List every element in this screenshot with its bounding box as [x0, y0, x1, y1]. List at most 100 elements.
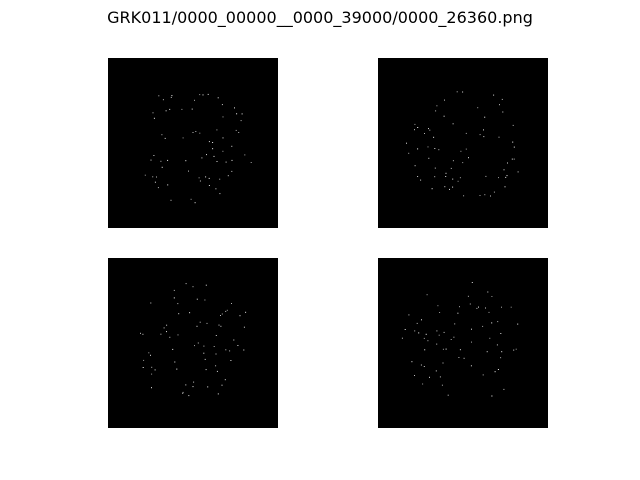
- speckle-dot: [501, 351, 503, 353]
- speckle-dot: [245, 311, 247, 313]
- speckle-dot: [199, 94, 201, 96]
- speckle-dot: [217, 97, 219, 99]
- speckle-dot: [216, 161, 218, 162]
- speckle-dot: [436, 330, 438, 332]
- speckle-dot: [449, 188, 450, 190]
- speckle-dot: [220, 315, 221, 316]
- speckle-dot: [438, 149, 440, 151]
- speckle-dot: [150, 302, 152, 304]
- speckle-dot: [194, 202, 196, 204]
- speckle-dot: [493, 94, 495, 96]
- speckle-dot: [450, 167, 452, 169]
- speckle-dot: [195, 131, 197, 132]
- speckle-dot: [434, 148, 436, 149]
- speckle-dot: [176, 368, 178, 370]
- speckle-dot: [414, 330, 416, 332]
- speckle-dot: [458, 357, 460, 358]
- speckle-dot: [199, 321, 201, 323]
- speckle-dot: [503, 169, 505, 171]
- speckle-dot: [243, 326, 245, 328]
- speckle-dot: [414, 123, 416, 125]
- speckle-dot: [418, 332, 420, 334]
- speckle-dot: [489, 337, 491, 339]
- speckle-dot: [429, 129, 431, 131]
- speckle-dot: [208, 141, 210, 143]
- speckle-dot: [501, 98, 503, 100]
- speckle-dot: [513, 158, 515, 160]
- speckle-dot: [425, 333, 427, 335]
- speckle-dot: [215, 353, 217, 355]
- speckle-dot: [225, 310, 227, 312]
- speckle-dot: [224, 379, 226, 381]
- speckle-dot: [207, 386, 209, 388]
- speckle-dot: [460, 150, 462, 152]
- speckle-dot: [471, 328, 472, 330]
- speckle-dot: [177, 334, 179, 336]
- speckle-dot: [434, 176, 436, 178]
- speckle-dot: [452, 123, 454, 125]
- speckle-dot: [501, 306, 502, 308]
- speckle-dot: [192, 386, 194, 388]
- speckle-dot: [513, 349, 515, 351]
- speckle-dot: [445, 176, 447, 177]
- speckle-dot: [404, 329, 406, 330]
- image-panel-bottom-left: [108, 258, 278, 428]
- speckle-dot: [157, 187, 159, 189]
- speckle-dot: [417, 176, 419, 177]
- speckle-dot: [205, 369, 207, 371]
- speckle-dot: [486, 351, 488, 353]
- speckle-dot: [192, 286, 194, 288]
- speckle-dot: [500, 357, 502, 359]
- speckle-dot: [219, 193, 221, 195]
- speckle-dot: [488, 311, 490, 313]
- speckle-dot: [231, 145, 233, 147]
- speckle-dot: [207, 93, 209, 95]
- speckle-dot: [416, 322, 418, 324]
- figure-title: GRK011/0000_00000__0000_39000/0000_26360…: [107, 8, 533, 27]
- speckle-dot: [417, 127, 419, 128]
- speckle-dot: [442, 348, 444, 350]
- speckle-dot: [226, 309, 228, 311]
- speckle-dot: [174, 361, 176, 363]
- speckle-dot: [206, 154, 207, 156]
- speckle-dot: [212, 142, 214, 143]
- speckle-dot: [231, 303, 232, 304]
- speckle-dot: [420, 179, 422, 181]
- speckle-dot: [236, 113, 238, 115]
- speckle-dot: [244, 154, 246, 156]
- speckle-dot: [212, 148, 214, 150]
- speckle-dot: [192, 132, 194, 133]
- speckle-dot: [471, 282, 473, 283]
- speckle-dot: [208, 177, 210, 179]
- speckle-dot: [484, 194, 486, 196]
- speckle-dot: [428, 157, 430, 159]
- speckle-dot: [512, 124, 514, 126]
- speckle-dot: [411, 361, 413, 363]
- speckle-dot: [235, 129, 237, 131]
- speckle-dot: [215, 335, 217, 336]
- speckle-dot: [476, 307, 478, 309]
- speckle-dot: [199, 132, 201, 134]
- speckle-dot: [160, 160, 162, 162]
- speckle-dot: [452, 186, 454, 188]
- speckle-dot: [406, 142, 407, 144]
- speckle-dot: [164, 137, 166, 139]
- speckle-dot: [463, 357, 465, 359]
- speckle-dot: [457, 312, 459, 314]
- speckle-dot: [143, 359, 145, 361]
- speckle-dot: [498, 177, 499, 179]
- speckle-dot: [160, 333, 162, 335]
- speckle-dot: [167, 159, 169, 161]
- speckle-dot: [436, 105, 438, 107]
- speckle-dot: [142, 367, 144, 368]
- speckle-dot: [457, 180, 459, 182]
- speckle-dot: [243, 349, 245, 351]
- speckle-dot: [152, 176, 154, 178]
- speckle-dot: [453, 336, 455, 338]
- speckle-dot: [507, 162, 508, 164]
- speckle-dot: [469, 303, 471, 305]
- speckle-dot: [206, 322, 208, 324]
- speckle-dot: [153, 117, 155, 119]
- speckle-dot: [498, 136, 500, 138]
- speckle-dot: [477, 107, 479, 109]
